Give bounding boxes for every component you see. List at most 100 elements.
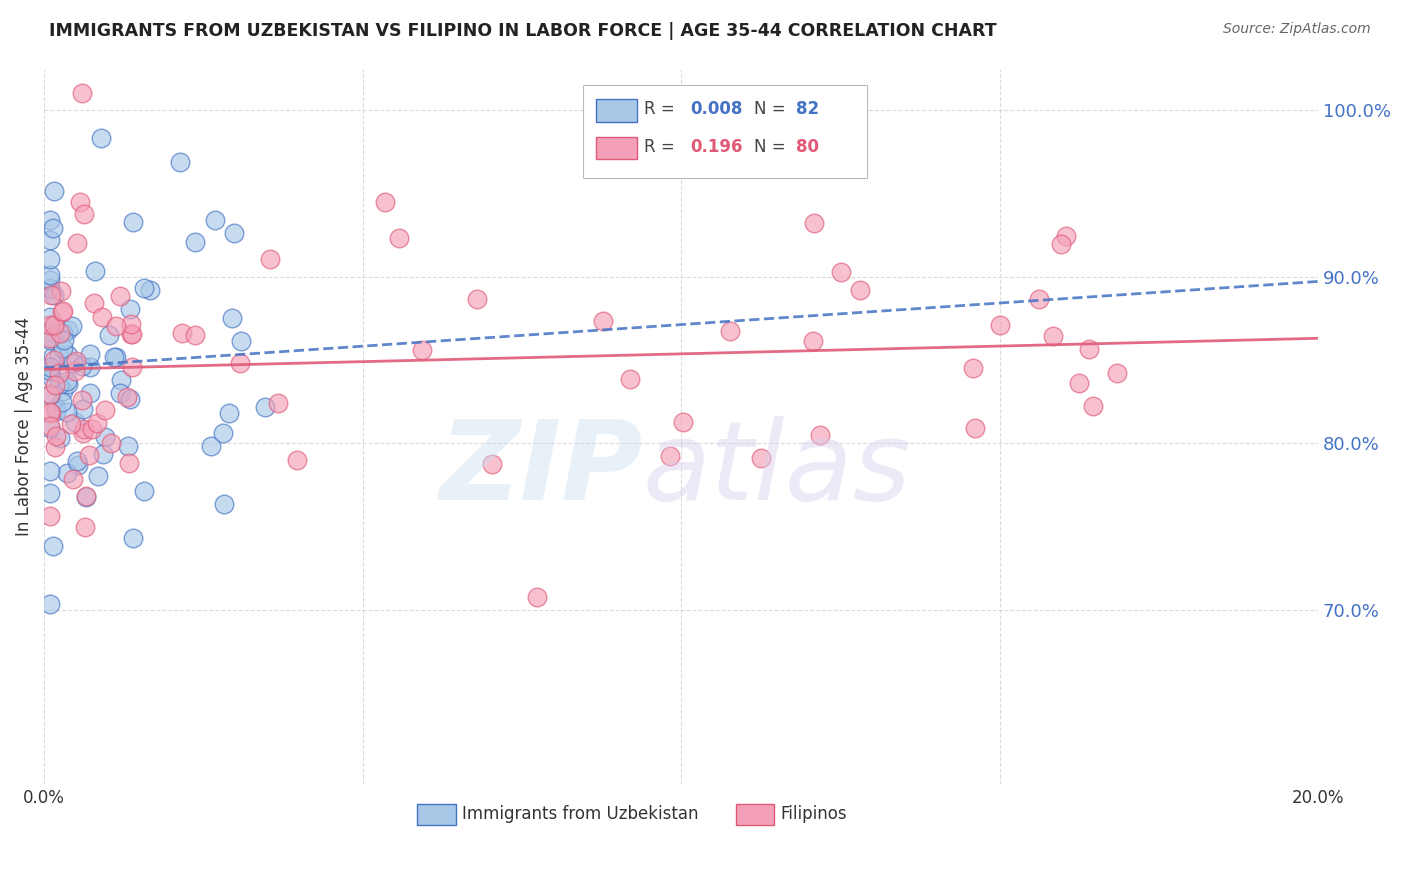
Text: atlas: atlas bbox=[643, 416, 911, 523]
Point bbox=[39, 331, 62, 345]
Point bbox=[118, 392, 141, 406]
Point bbox=[801, 334, 824, 349]
Text: Immigrants from Uzbekistan: Immigrants from Uzbekistan bbox=[463, 805, 699, 823]
Point bbox=[52, 341, 75, 355]
Point bbox=[66, 458, 89, 472]
Point bbox=[56, 348, 79, 362]
Point bbox=[70, 393, 93, 408]
Text: R =: R = bbox=[644, 137, 686, 155]
Point bbox=[44, 353, 66, 368]
Point bbox=[172, 326, 194, 340]
FancyBboxPatch shape bbox=[596, 99, 637, 122]
Point bbox=[39, 268, 62, 282]
Point bbox=[42, 221, 65, 235]
Point bbox=[204, 212, 226, 227]
Point bbox=[53, 333, 76, 347]
Point bbox=[808, 427, 831, 442]
Point bbox=[39, 333, 62, 347]
Point bbox=[42, 349, 65, 363]
Point bbox=[1078, 342, 1101, 356]
Point bbox=[108, 385, 131, 400]
Point bbox=[75, 519, 97, 533]
Point bbox=[39, 282, 62, 296]
Point bbox=[49, 326, 72, 341]
Point bbox=[91, 447, 114, 461]
Text: 0.008: 0.008 bbox=[690, 100, 742, 119]
Point bbox=[59, 417, 82, 432]
Point bbox=[39, 213, 62, 227]
Point bbox=[42, 329, 65, 343]
Point bbox=[117, 390, 139, 404]
Point bbox=[58, 376, 80, 391]
Text: 82: 82 bbox=[796, 100, 818, 119]
Point bbox=[39, 387, 62, 401]
Point bbox=[79, 347, 101, 361]
Point bbox=[41, 371, 63, 385]
FancyBboxPatch shape bbox=[418, 804, 456, 825]
Point bbox=[224, 226, 246, 240]
Point bbox=[69, 194, 91, 209]
Point bbox=[39, 233, 62, 247]
Point bbox=[73, 207, 96, 221]
Point bbox=[39, 421, 62, 435]
Point bbox=[139, 283, 162, 297]
Point bbox=[39, 597, 62, 611]
Point bbox=[1054, 228, 1077, 243]
Point bbox=[39, 363, 62, 377]
Point bbox=[39, 419, 62, 434]
Point bbox=[411, 343, 433, 357]
Point bbox=[39, 363, 62, 377]
FancyBboxPatch shape bbox=[596, 136, 637, 160]
Point bbox=[79, 359, 101, 374]
Point bbox=[104, 351, 127, 365]
Point bbox=[749, 451, 772, 466]
Point bbox=[1050, 236, 1073, 251]
Point bbox=[388, 231, 411, 245]
Point bbox=[73, 421, 96, 435]
Point bbox=[91, 310, 114, 325]
Point bbox=[118, 456, 141, 470]
Point bbox=[66, 235, 89, 250]
Point bbox=[39, 318, 62, 332]
Point bbox=[1081, 399, 1104, 413]
Point bbox=[374, 195, 396, 210]
Point bbox=[45, 428, 67, 442]
Point bbox=[117, 439, 139, 453]
Point bbox=[65, 416, 87, 430]
Text: 80: 80 bbox=[796, 137, 818, 155]
Point bbox=[121, 359, 143, 374]
Point bbox=[65, 354, 87, 368]
Point bbox=[72, 425, 94, 440]
Point bbox=[42, 318, 65, 333]
Point bbox=[56, 466, 79, 480]
Point bbox=[658, 449, 681, 463]
Point bbox=[830, 265, 852, 279]
Point bbox=[48, 366, 70, 380]
Point bbox=[66, 453, 89, 467]
Point bbox=[259, 252, 281, 266]
Text: ZIP: ZIP bbox=[440, 416, 643, 523]
Point bbox=[39, 252, 62, 266]
Point bbox=[285, 453, 308, 467]
Point bbox=[63, 363, 86, 377]
Point bbox=[465, 292, 488, 306]
Point bbox=[51, 395, 73, 409]
Point bbox=[44, 288, 66, 302]
Point bbox=[44, 440, 66, 454]
Point bbox=[122, 215, 145, 229]
Text: IMMIGRANTS FROM UZBEKISTAN VS FILIPINO IN LABOR FORCE | AGE 35-44 CORRELATION CH: IMMIGRANTS FROM UZBEKISTAN VS FILIPINO I… bbox=[49, 22, 997, 40]
Point bbox=[962, 360, 984, 375]
Point bbox=[108, 289, 131, 303]
Point bbox=[134, 281, 156, 295]
Point bbox=[45, 404, 67, 418]
Text: R =: R = bbox=[644, 100, 681, 119]
Point bbox=[51, 326, 73, 341]
Point bbox=[100, 436, 122, 450]
Point bbox=[93, 402, 115, 417]
Point bbox=[45, 401, 67, 415]
Point bbox=[212, 497, 235, 511]
Text: Source: ZipAtlas.com: Source: ZipAtlas.com bbox=[1223, 22, 1371, 37]
Point bbox=[39, 273, 62, 287]
Point bbox=[56, 323, 79, 337]
Point bbox=[94, 429, 117, 443]
